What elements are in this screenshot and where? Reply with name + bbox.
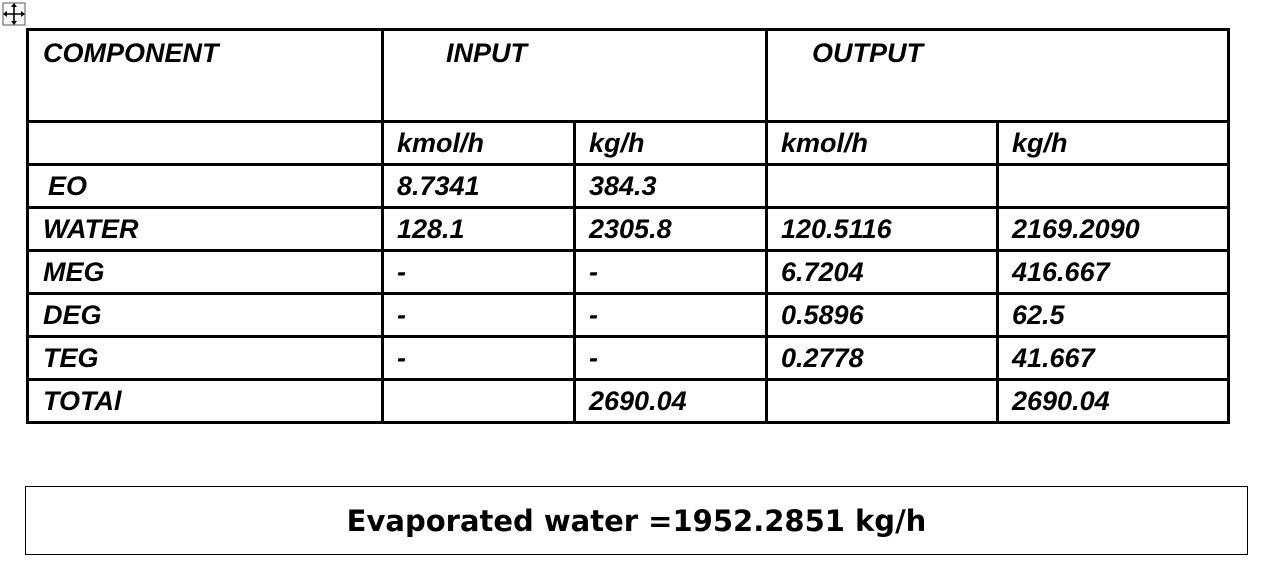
total-row: TOTAl 2690.04 2690.04 — [26, 378, 1230, 424]
row-input-kg: - — [573, 335, 768, 381]
units-row: kmol/h kg/h kmol/h kg/h — [26, 120, 1230, 166]
row-output-kmol: 0.2778 — [765, 335, 999, 381]
row-output-kmol: 0.5896 — [765, 292, 999, 338]
table-row: DEG - - 0.5896 62.5 — [26, 292, 1230, 338]
evaporated-water-summary: Evaporated water =1952.2851 kg/h — [25, 486, 1248, 555]
units-blank-cell — [26, 120, 384, 166]
row-input-kmol: - — [381, 292, 576, 338]
table-header-row: COMPONENT INPUT OUTPUT — [26, 28, 1230, 123]
row-component-label: DEG — [26, 292, 384, 338]
row-output-kg: 416.667 — [996, 249, 1230, 295]
input-header: INPUT — [381, 28, 768, 123]
input-kmol-unit: kmol/h — [381, 120, 576, 166]
table-row: EO 8.7341 384.3 — [26, 163, 1230, 209]
output-header: OUTPUT — [765, 28, 1230, 123]
row-output-kg: 2169.2090 — [996, 206, 1230, 252]
row-output-kg: 41.667 — [996, 335, 1230, 381]
row-input-kg: - — [573, 249, 768, 295]
row-output-kmol — [765, 378, 999, 424]
output-kmol-unit: kmol/h — [765, 120, 999, 166]
table-row: WATER 128.1 2305.8 120.5116 2169.2090 — [26, 206, 1230, 252]
row-component-label: WATER — [26, 206, 384, 252]
move-arrows-icon — [2, 2, 26, 26]
row-component-label: EO — [26, 163, 384, 209]
table-row: TEG - - 0.2778 41.667 — [26, 335, 1230, 381]
row-component-label: MEG — [26, 249, 384, 295]
row-input-kmol — [381, 378, 576, 424]
row-input-kg: - — [573, 292, 768, 338]
table-row: MEG - - 6.7204 416.667 — [26, 249, 1230, 295]
row-input-kg: 2690.04 — [573, 378, 768, 424]
row-component-label: TEG — [26, 335, 384, 381]
summary-text: Evaporated water =1952.2851 kg/h — [346, 503, 927, 538]
row-input-kg: 384.3 — [573, 163, 768, 209]
row-output-kmol: 6.7204 — [765, 249, 999, 295]
row-output-kg: 62.5 — [996, 292, 1230, 338]
row-output-kg — [996, 163, 1230, 209]
row-output-kmol: 120.5116 — [765, 206, 999, 252]
row-input-kg: 2305.8 — [573, 206, 768, 252]
row-output-kg: 2690.04 — [996, 378, 1230, 424]
row-input-kmol: 128.1 — [381, 206, 576, 252]
row-output-kmol — [765, 163, 999, 209]
component-header: COMPONENT — [26, 28, 384, 123]
table-move-handle-icon[interactable] — [0, 0, 28, 28]
row-input-kmol: - — [381, 249, 576, 295]
row-input-kmol: 8.7341 — [381, 163, 576, 209]
input-kg-unit: kg/h — [573, 120, 768, 166]
row-component-label: TOTAl — [26, 378, 384, 424]
row-input-kmol: - — [381, 335, 576, 381]
mass-balance-table: COMPONENT INPUT OUTPUT kmol/h kg/h kmol/… — [26, 28, 1230, 424]
output-kg-unit: kg/h — [996, 120, 1230, 166]
